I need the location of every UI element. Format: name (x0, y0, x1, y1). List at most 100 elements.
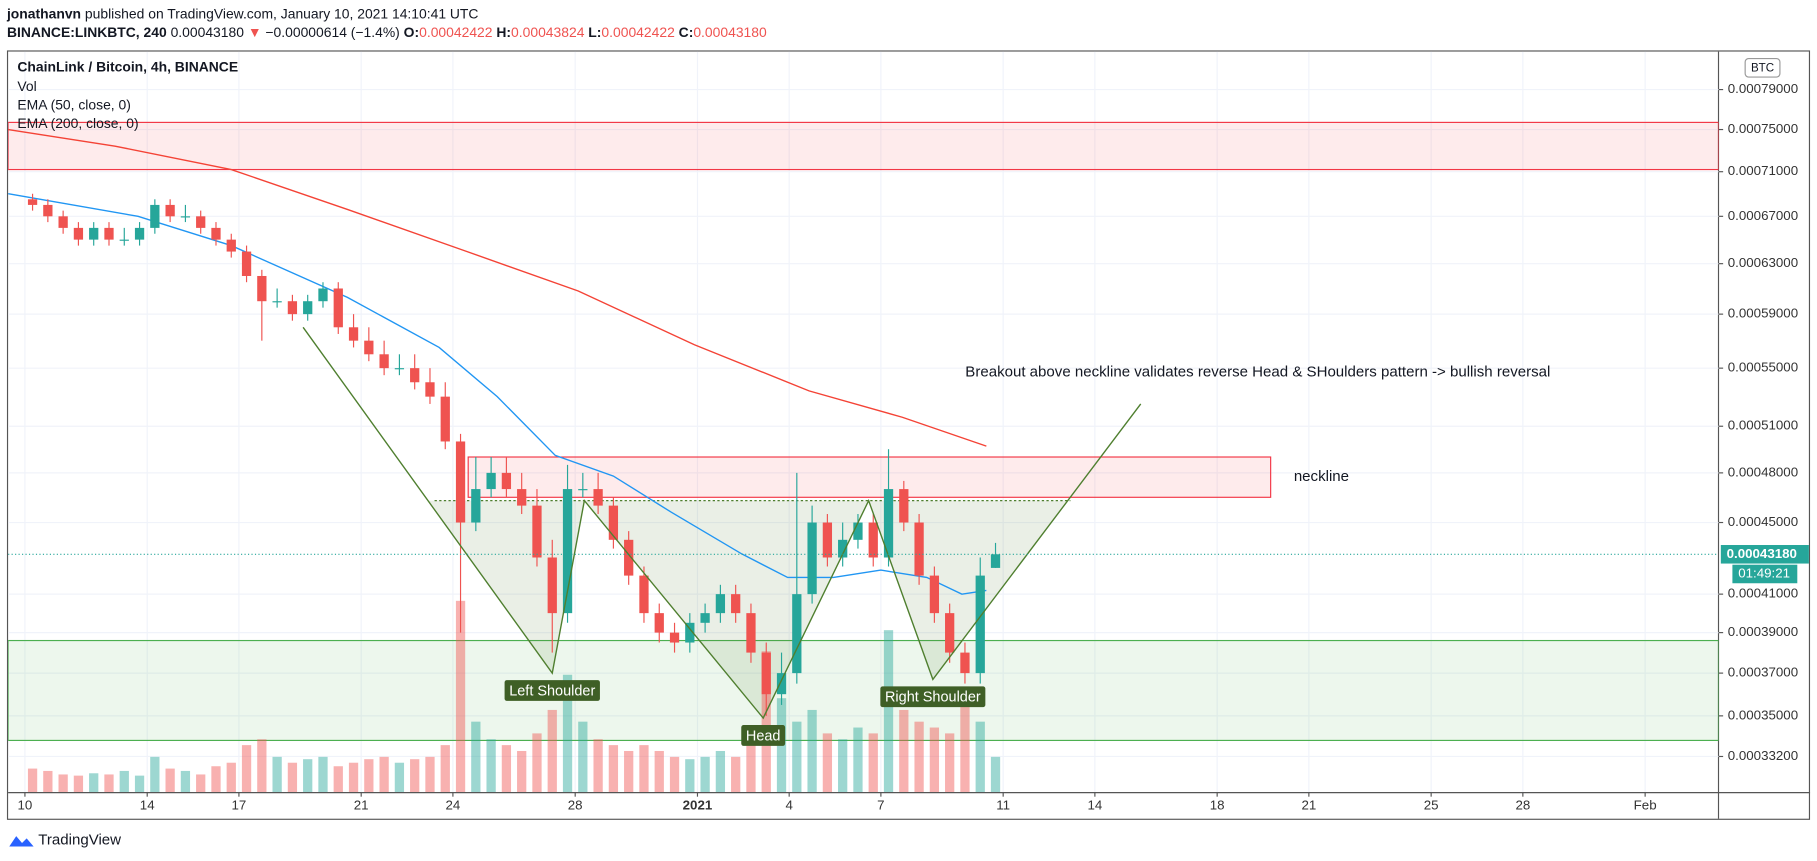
volume-bar (761, 651, 771, 793)
volume-bar (272, 756, 282, 793)
ohlc-label: C: (679, 24, 694, 40)
candle-body (517, 489, 527, 506)
candle-body (731, 594, 741, 614)
ohlc-value: 0.00042422 (419, 24, 493, 40)
ohlc-value: 0.00043180 (693, 24, 767, 40)
volume-bar (547, 709, 557, 793)
candle-body (150, 204, 160, 228)
candle-body (119, 239, 129, 241)
candle-body (776, 673, 787, 695)
publish-line: jonathanvn published on TradingView.com,… (6, 5, 479, 21)
price: 0.00043180 (171, 24, 245, 40)
y-tick-label: 0.00037000 (1728, 665, 1798, 680)
candle-body (364, 340, 374, 355)
volume-bar (318, 756, 328, 793)
legend-title: ChainLink / Bitcoin, 4h, BINANCE (17, 58, 238, 74)
candle-body (501, 472, 512, 490)
candle-body (348, 327, 359, 341)
volume-bar (914, 721, 924, 793)
volume-bar (27, 768, 38, 793)
currency: BTC (1751, 62, 1774, 74)
candle-body (134, 227, 145, 240)
candle-body (654, 613, 664, 633)
y-tick-label: 0.00067000 (1728, 208, 1798, 223)
volume-bar (394, 762, 405, 793)
pattern-fill (427, 500, 1068, 719)
candle-body (960, 652, 970, 674)
volume-bar (333, 766, 343, 793)
candle-body (58, 216, 68, 228)
ohlc-label: H: (496, 24, 511, 40)
candle-body (73, 227, 84, 240)
candle-body (700, 613, 710, 623)
volume-bar (104, 774, 114, 793)
candle-body (883, 489, 894, 558)
volume-bar (73, 775, 84, 793)
y-tick-label: 0.00045000 (1728, 514, 1798, 529)
volume-bar (562, 674, 573, 793)
volume-bar (960, 686, 970, 793)
candle-body (761, 652, 771, 695)
volume-bar (379, 756, 389, 793)
candle-body (685, 622, 695, 643)
change: −0.00000614 (−1.4%) (265, 24, 399, 40)
published: published on TradingView.com, January 10… (85, 5, 479, 21)
x-tick-label: 14 (140, 797, 155, 812)
volume-bar (945, 733, 955, 793)
x-tick-label: 10 (18, 797, 33, 812)
chart-frame (6, 50, 1811, 820)
volume-bar (608, 745, 619, 793)
candle-body (578, 489, 588, 491)
volume-bar (624, 750, 634, 793)
y-tick-label: 0.00055000 (1728, 360, 1798, 375)
pattern-label: Left Shoulder (509, 683, 595, 699)
quote-line: BINANCE:LINKBTC, 240 0.00043180 ▼ −0.000… (7, 24, 767, 40)
x-tick-label: 7 (877, 797, 884, 812)
volume-bar (471, 721, 481, 793)
candle-body (792, 594, 802, 674)
x-tick-label: 28 (1515, 797, 1530, 812)
y-tick-label: 0.00039000 (1728, 624, 1798, 639)
volume-bar (669, 756, 680, 793)
y-tick-label: 0.00071000 (1728, 163, 1798, 178)
volume-bar (899, 709, 909, 793)
volume-bar (58, 774, 68, 793)
x-tick-label: 25 (1424, 797, 1439, 812)
candle-body (440, 396, 450, 442)
candle-body (471, 489, 481, 523)
volume-bar (731, 756, 741, 793)
pattern-label-box (880, 686, 986, 708)
volume-bar (150, 756, 160, 793)
candle-body (394, 368, 405, 370)
volume-bar (654, 750, 664, 793)
candle-body (899, 489, 909, 523)
candle-body (868, 522, 878, 558)
y-tick-label: 0.00041000 (1728, 586, 1798, 601)
x-tick-label: Feb (1634, 797, 1657, 812)
y-tick-label: 0.00059000 (1728, 306, 1798, 321)
volume-bar (43, 770, 53, 793)
last-price-tag (1720, 545, 1809, 564)
volume-bar (287, 762, 298, 793)
x-tick-label: 17 (232, 797, 247, 812)
x-tick-label: 11 (996, 797, 1010, 812)
countdown-tag (1732, 564, 1798, 584)
volume-bar (425, 756, 435, 793)
x-tick-label: 28 (568, 797, 583, 812)
zone (8, 121, 1719, 171)
brand: TradingView (38, 832, 121, 849)
logo-icon (9, 836, 34, 847)
candle-body (27, 199, 38, 205)
y-tick-label: 0.00033200 (1728, 748, 1798, 763)
x-tick-label: 24 (445, 797, 460, 812)
volume-bar (792, 721, 802, 793)
y-tick-label: 0.00035000 (1728, 707, 1798, 722)
currency-box[interactable] (1744, 57, 1781, 78)
volume-bar (501, 745, 512, 793)
ohlc-value: 0.00042422 (601, 24, 675, 40)
volume-bar (364, 759, 374, 793)
pattern-label: Right Shoulder (885, 690, 981, 706)
pattern-label-box (504, 680, 600, 701)
